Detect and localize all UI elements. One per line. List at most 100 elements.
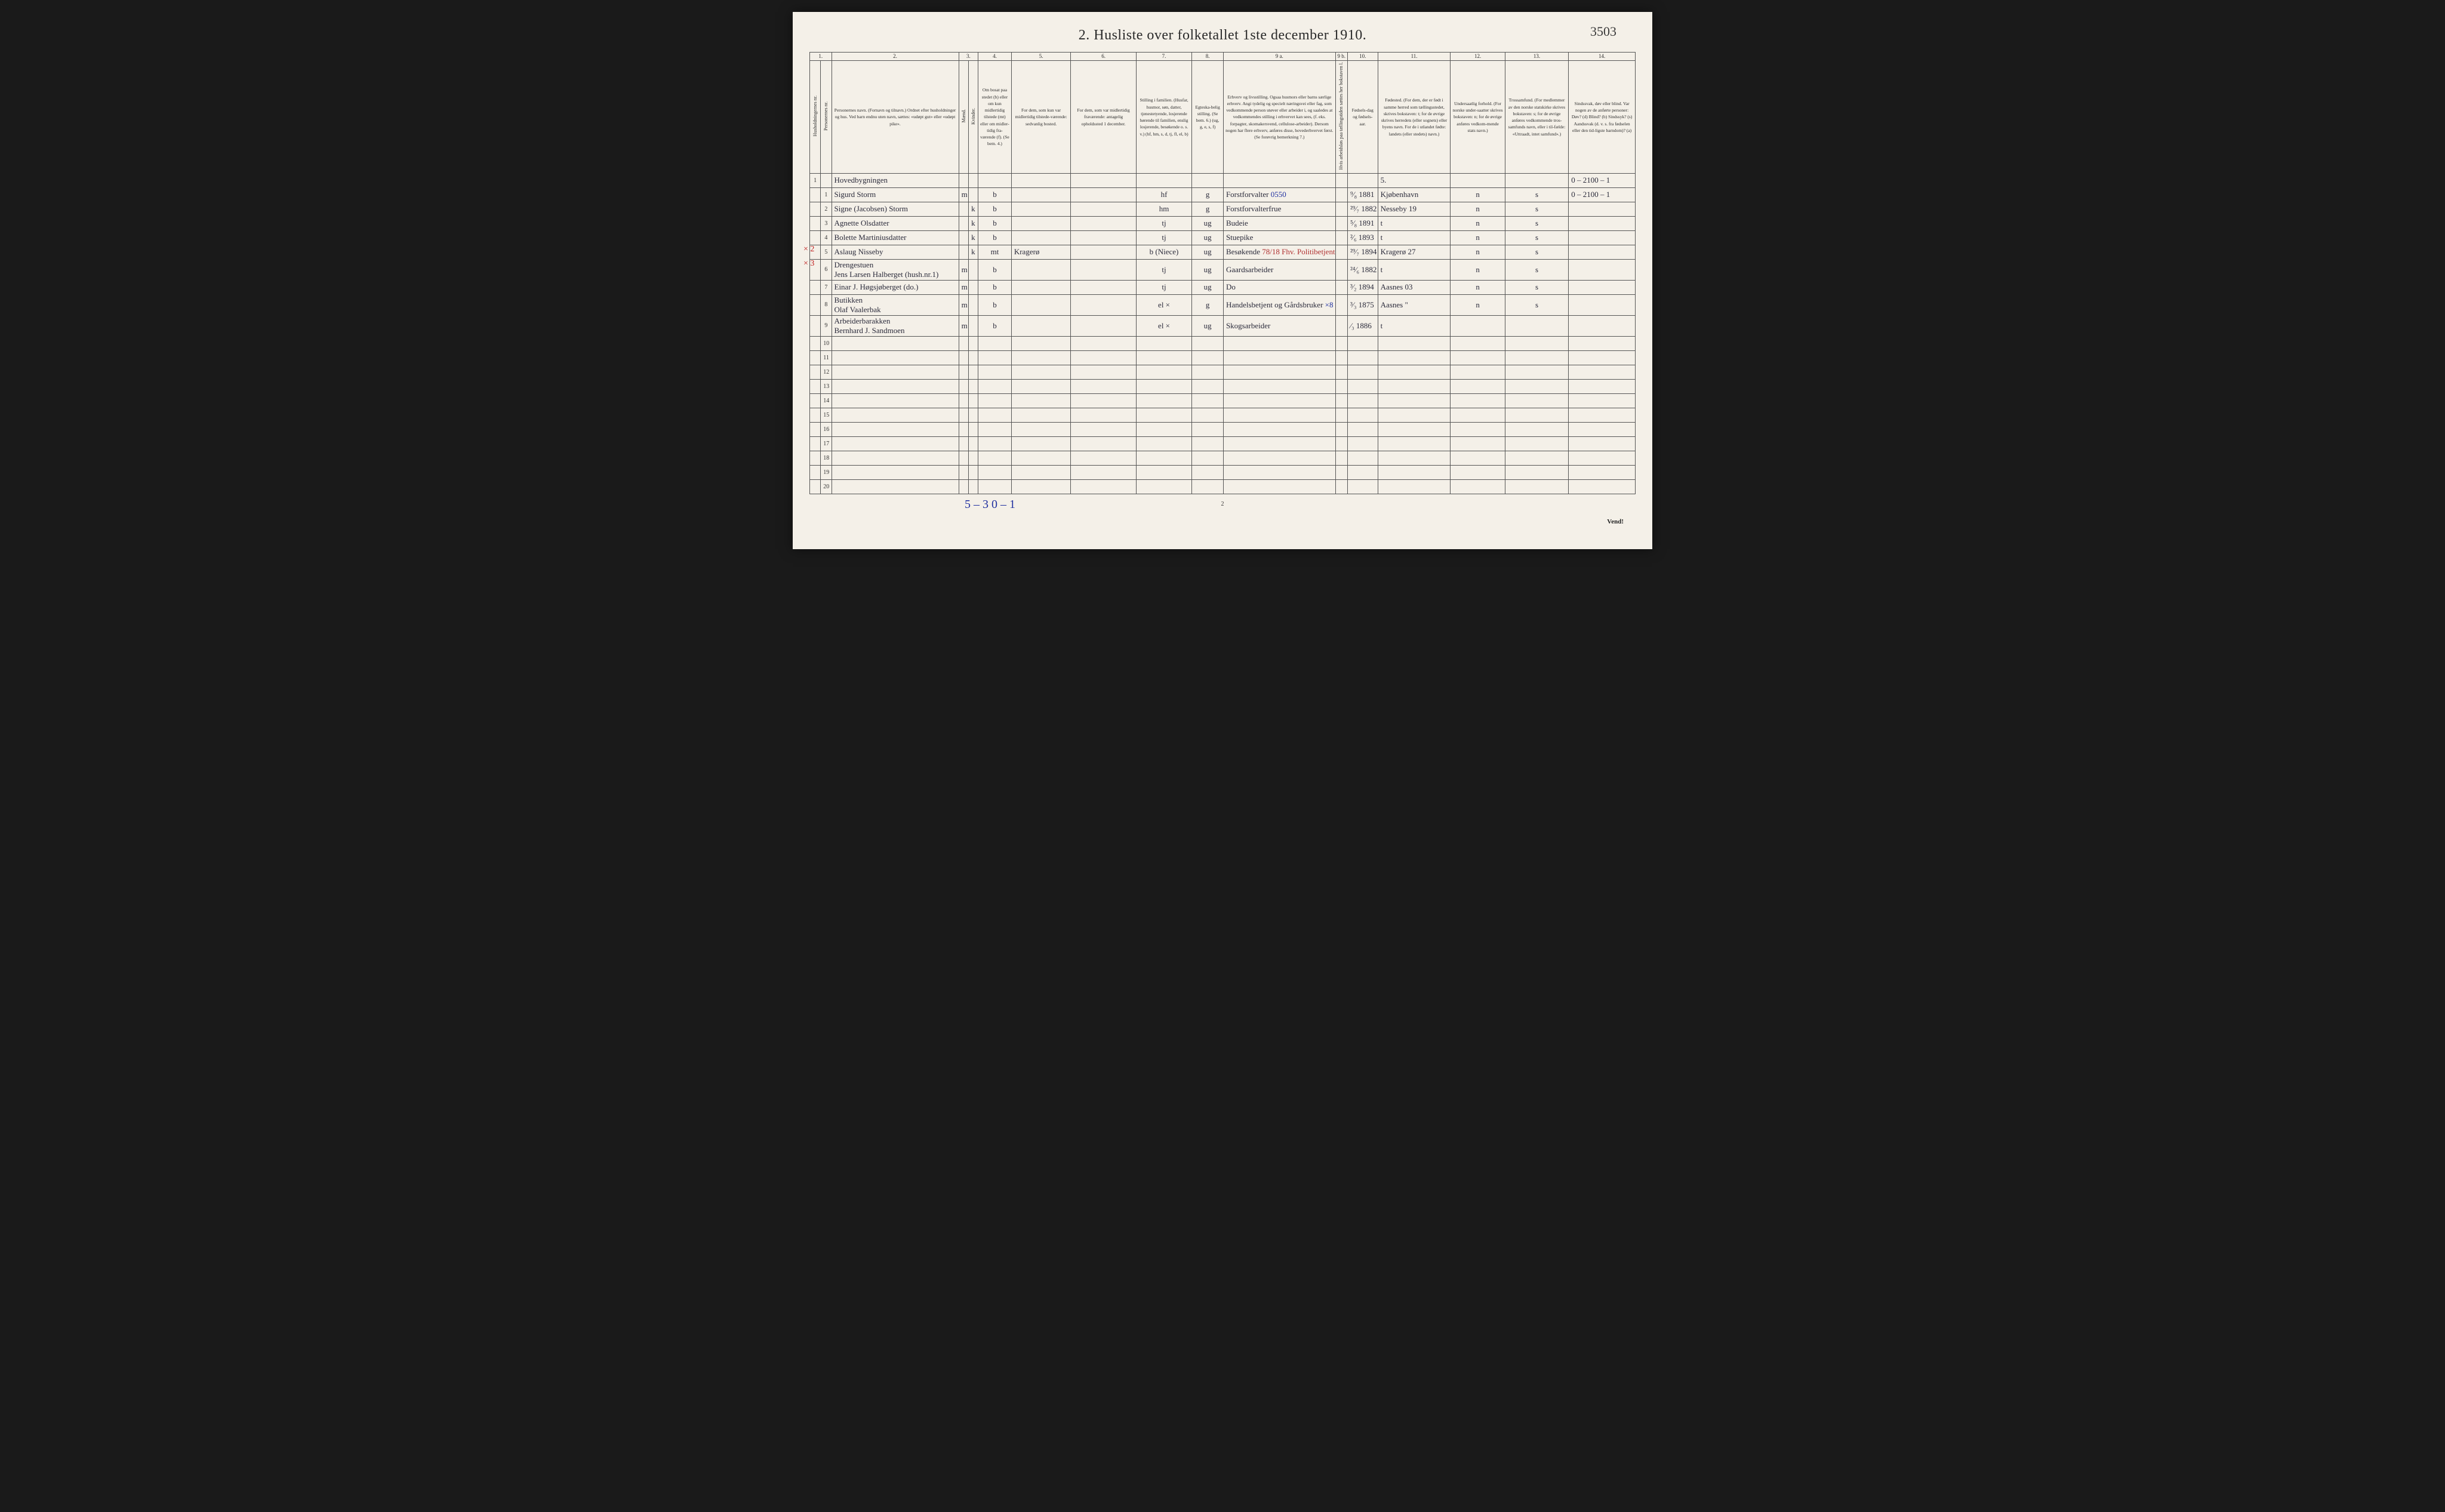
cell: Kragerø bbox=[1011, 245, 1070, 259]
cell bbox=[810, 294, 821, 315]
cell bbox=[832, 336, 959, 350]
cell bbox=[1011, 465, 1070, 479]
table-row: 2Signe (Jacobsen) StormkbhmgForstforvalt… bbox=[810, 202, 1636, 216]
page-title: 2. Husliste over folketallet 1ste decemb… bbox=[809, 27, 1636, 44]
cell bbox=[1569, 365, 1636, 379]
cell: el × bbox=[1136, 315, 1191, 336]
cell bbox=[1192, 479, 1224, 494]
cell: ³⁄₃ 1875 bbox=[1347, 294, 1378, 315]
cell: 18 bbox=[821, 451, 832, 465]
cell: tj bbox=[1136, 230, 1191, 245]
cell bbox=[959, 422, 968, 436]
cell: s bbox=[1505, 245, 1569, 259]
cell bbox=[1451, 393, 1505, 408]
cell bbox=[1011, 315, 1070, 336]
cell bbox=[968, 259, 978, 280]
cell: 8 bbox=[821, 294, 832, 315]
col-number: 1. bbox=[810, 53, 832, 61]
h-temp-absent: For dem, som var midlertidig fraværende:… bbox=[1071, 61, 1137, 174]
cell bbox=[821, 173, 832, 187]
cell bbox=[978, 465, 1012, 479]
table-row: 17 bbox=[810, 436, 1636, 451]
cell bbox=[1223, 479, 1335, 494]
cell bbox=[1569, 393, 1636, 408]
h-religion: Trossamfund. (For medlemmer av den norsk… bbox=[1505, 61, 1569, 174]
cell bbox=[1136, 350, 1191, 365]
cell: m bbox=[959, 280, 968, 294]
cell: 7 bbox=[821, 280, 832, 294]
cell bbox=[1071, 187, 1137, 202]
cell bbox=[810, 465, 821, 479]
h-temp-present: For dem, som kun var midlertidig tilsted… bbox=[1011, 61, 1070, 174]
cell bbox=[1192, 436, 1224, 451]
cell bbox=[1071, 451, 1137, 465]
cell: Stuepike bbox=[1223, 230, 1335, 245]
cell bbox=[1335, 216, 1347, 230]
cell bbox=[1347, 436, 1378, 451]
cell bbox=[978, 436, 1012, 451]
cell bbox=[1071, 408, 1137, 422]
cell bbox=[959, 245, 968, 259]
cell bbox=[968, 479, 978, 494]
cell bbox=[1335, 230, 1347, 245]
cell: b bbox=[978, 315, 1012, 336]
cell bbox=[1505, 365, 1569, 379]
cell bbox=[810, 451, 821, 465]
cell: s bbox=[1505, 202, 1569, 216]
cell bbox=[1223, 173, 1335, 187]
cell: Aslaug Nisseby bbox=[832, 245, 959, 259]
cell bbox=[1011, 365, 1070, 379]
cell bbox=[959, 451, 968, 465]
cell: Hovedbygningen bbox=[832, 173, 959, 187]
cell bbox=[1378, 408, 1451, 422]
cell: Aasnes 03 bbox=[1378, 280, 1451, 294]
cell bbox=[968, 365, 978, 379]
cell bbox=[832, 408, 959, 422]
cell bbox=[1335, 280, 1347, 294]
cell: Sigurd Storm bbox=[832, 187, 959, 202]
cell: Kragerø 27 bbox=[1378, 245, 1451, 259]
cell: ug bbox=[1192, 315, 1224, 336]
cell: s bbox=[1505, 294, 1569, 315]
cell bbox=[968, 422, 978, 436]
cell bbox=[1223, 336, 1335, 350]
cell bbox=[810, 422, 821, 436]
cell bbox=[1071, 259, 1137, 280]
cell bbox=[959, 365, 968, 379]
cell: Bolette Martiniusdatter bbox=[832, 230, 959, 245]
cell bbox=[1071, 230, 1137, 245]
cell bbox=[1071, 479, 1137, 494]
cell: 5. bbox=[1378, 173, 1451, 187]
cell: g bbox=[1192, 294, 1224, 315]
cell: 2 bbox=[821, 202, 832, 216]
cell: Kjøbenhavn bbox=[1378, 187, 1451, 202]
cell bbox=[810, 216, 821, 230]
cell: 1 bbox=[810, 173, 821, 187]
cell: hf bbox=[1136, 187, 1191, 202]
census-page: 3503 2. Husliste over folketallet 1ste d… bbox=[793, 12, 1652, 549]
cell bbox=[1347, 379, 1378, 393]
cell bbox=[1451, 350, 1505, 365]
cell bbox=[978, 350, 1012, 365]
cell bbox=[1335, 336, 1347, 350]
cell bbox=[1569, 202, 1636, 216]
cell bbox=[1335, 408, 1347, 422]
cell: ArbeiderbarakkenBernhard J. Sandmoen bbox=[832, 315, 959, 336]
cell bbox=[1569, 336, 1636, 350]
cell: 1 bbox=[821, 187, 832, 202]
cell bbox=[810, 280, 821, 294]
cell: 20 bbox=[821, 479, 832, 494]
cell bbox=[959, 202, 968, 216]
cell: n bbox=[1451, 187, 1505, 202]
cell bbox=[1223, 365, 1335, 379]
table-row: 10 bbox=[810, 336, 1636, 350]
cell: g bbox=[1192, 187, 1224, 202]
cell bbox=[959, 465, 968, 479]
cell bbox=[1192, 173, 1224, 187]
cell: ²⁹⁄₇ 1894 bbox=[1347, 245, 1378, 259]
cell bbox=[959, 379, 968, 393]
cell bbox=[959, 216, 968, 230]
turn-page-label: Vend! bbox=[809, 518, 1636, 525]
cell bbox=[1011, 202, 1070, 216]
h-birthdate: Fødsels-dag og fødsels-aar. bbox=[1347, 61, 1378, 174]
